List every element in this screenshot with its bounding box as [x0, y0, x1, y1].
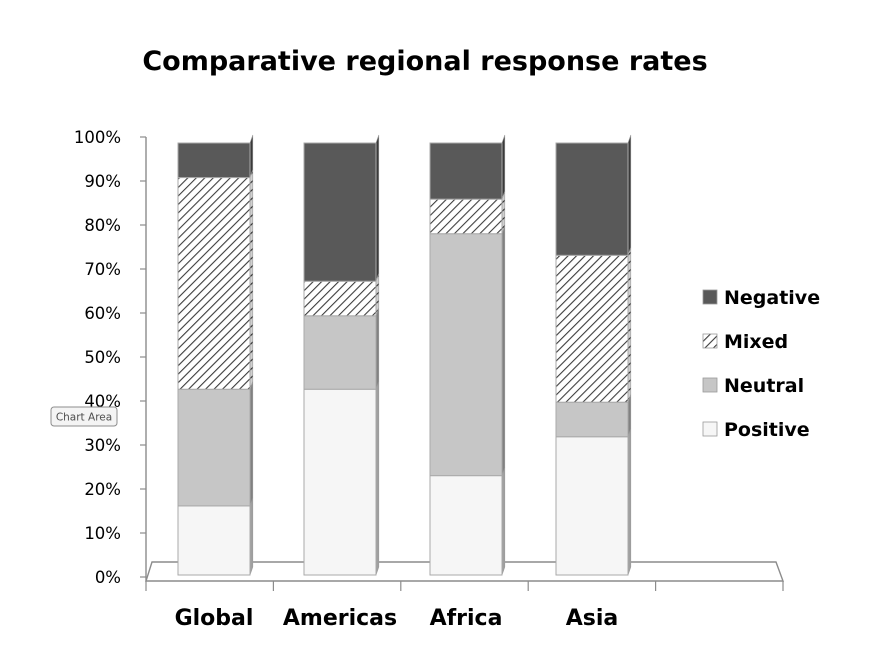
y-axis: 0% 10% 20% 30% 40% 50% 60% 70% 80% 90% 100%: [74, 128, 147, 587]
bar-stack-americas: [303, 134, 380, 576]
x-tick-label: Americas: [283, 606, 397, 631]
bar-segment-positive: [177, 505, 251, 576]
bar-segment-neutral: [429, 233, 503, 477]
y-tick-label: 0%: [95, 568, 121, 587]
tooltip-box: [50, 406, 118, 427]
bar-segment-negative: [555, 142, 629, 256]
bar-segment-mixed: [177, 177, 251, 390]
bar-segment-mixed: [303, 280, 377, 317]
bar-stack-asia: [555, 134, 632, 576]
bar-segment-negative: [429, 142, 503, 200]
bar-stack-africa: [429, 134, 506, 576]
x-tick-label: Asia: [566, 606, 619, 631]
chart-area-tooltip: Chart Area: [50, 406, 118, 427]
bar-stack-global: [177, 134, 254, 576]
y-tick-label: 90%: [84, 172, 121, 191]
y-tick-label: 10%: [84, 524, 121, 543]
bar-segment-positive: [303, 388, 377, 576]
y-tick-label: 100%: [74, 128, 121, 147]
tooltip-label: Chart Area: [56, 412, 112, 424]
y-tick-label: 20%: [84, 480, 121, 499]
bar-segment-positive: [555, 436, 629, 576]
y-tick-label: 50%: [84, 348, 121, 367]
bar-stacks: [177, 134, 632, 576]
legend-label-negative: Negative: [724, 287, 820, 309]
y-tick-label: 80%: [84, 216, 121, 235]
legend: Negative Mixed Neutral Positive: [702, 287, 820, 441]
legend-label-positive: Positive: [724, 419, 810, 441]
legend-label-neutral: Neutral: [724, 375, 804, 397]
legend-label-mixed: Mixed: [724, 331, 788, 353]
legend-swatch-mixed: [702, 333, 718, 349]
y-tick-label: 30%: [84, 436, 121, 455]
bar-segment-neutral: [177, 388, 251, 507]
x-axis: Global Americas Africa Asia: [145, 581, 784, 631]
legend-swatch-negative: [702, 289, 718, 305]
bar-segment-mixed: [555, 254, 629, 403]
legend-swatch-neutral: [702, 377, 718, 393]
x-tick-label: Global: [175, 606, 254, 631]
y-tick-label: 60%: [84, 304, 121, 323]
bar-segment-negative: [303, 142, 377, 282]
legend-swatch-positive: [702, 421, 718, 437]
y-tick-label: 40%: [84, 392, 121, 411]
bar-segment-neutral: [555, 401, 629, 438]
bar-segment-positive: [429, 475, 503, 576]
bar-segment-mixed: [429, 198, 503, 235]
y-tick-label: 70%: [84, 260, 121, 279]
chart-title: Comparative regional response rates: [142, 46, 707, 77]
bar-segment-negative: [177, 142, 251, 179]
bar-segment-neutral: [303, 315, 377, 390]
x-tick-label: Africa: [430, 606, 503, 631]
